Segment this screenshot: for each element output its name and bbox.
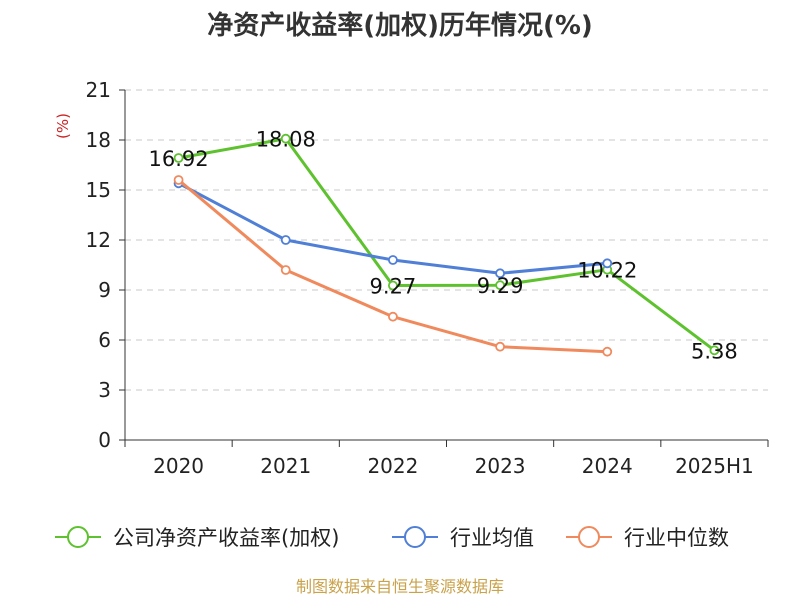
x-tick-label: 2021 bbox=[260, 454, 311, 478]
data-label: 10.22 bbox=[577, 259, 637, 283]
y-tick-label: 18 bbox=[86, 128, 111, 152]
x-tick-label: 2024 bbox=[582, 454, 633, 478]
y-tick-label: 15 bbox=[86, 178, 111, 202]
data-point bbox=[495, 268, 505, 279]
x-tick-label: 2020 bbox=[153, 454, 204, 478]
grid-lines bbox=[125, 89, 768, 391]
data-point bbox=[173, 175, 184, 185]
data-point bbox=[280, 265, 291, 275]
data-point bbox=[173, 153, 184, 163]
data-label: 9.27 bbox=[370, 275, 417, 299]
y-tick-label: 3 bbox=[98, 378, 111, 402]
data-label: 9.29 bbox=[477, 274, 524, 298]
series-line-0 bbox=[178, 137, 716, 352]
legend-label-1: 行业均值 bbox=[450, 526, 534, 550]
data-label: 18.08 bbox=[256, 128, 316, 152]
data-point bbox=[602, 346, 613, 357]
data-label: 16.92 bbox=[149, 147, 209, 171]
data-point bbox=[280, 235, 291, 245]
legend-label-0: 公司净资产收益率(加权) bbox=[113, 526, 339, 550]
axes: 0 3 6 9 12 15 18 21 2020 2021 2022 2023 2024 2025H1 bbox=[86, 78, 769, 478]
x-tick-label: 2022 bbox=[367, 454, 418, 478]
series-lines bbox=[173, 133, 720, 357]
data-point bbox=[495, 341, 505, 352]
data-point bbox=[602, 258, 613, 269]
y-tick-label: 9 bbox=[98, 278, 111, 302]
data-label: 5.38 bbox=[691, 339, 738, 363]
legend-marker-0 bbox=[67, 526, 89, 548]
y-tick-label: 21 bbox=[86, 78, 111, 102]
source-note: 制图数据来自恒生聚源数据库 bbox=[296, 577, 504, 596]
chart-title: 净资产收益率(加权)历年情况(%) bbox=[207, 10, 593, 41]
data-point bbox=[388, 255, 398, 265]
legend-label-2: 行业中位数 bbox=[624, 526, 729, 550]
y-tick-label: 6 bbox=[98, 328, 111, 352]
data-point bbox=[388, 280, 398, 291]
legend-marker-2 bbox=[578, 526, 600, 548]
y-axis-unit-label: (%) bbox=[54, 113, 72, 139]
x-tick-label: 2025H1 bbox=[675, 454, 754, 478]
legend: 公司净资产收益率(加权) 行业均值 行业中位数 bbox=[55, 526, 729, 550]
y-tick-label: 0 bbox=[98, 428, 111, 452]
data-point bbox=[280, 133, 291, 144]
data-point bbox=[495, 280, 505, 291]
series-line-2 bbox=[177, 178, 608, 354]
data-labels: 16.92 18.08 9.27 9.29 10.22 5.38 bbox=[149, 128, 738, 364]
data-point bbox=[709, 345, 720, 356]
legend-marker-1 bbox=[404, 526, 426, 548]
y-tick-label: 12 bbox=[86, 228, 111, 252]
data-point bbox=[388, 311, 398, 322]
x-tick-label: 2023 bbox=[475, 454, 526, 478]
